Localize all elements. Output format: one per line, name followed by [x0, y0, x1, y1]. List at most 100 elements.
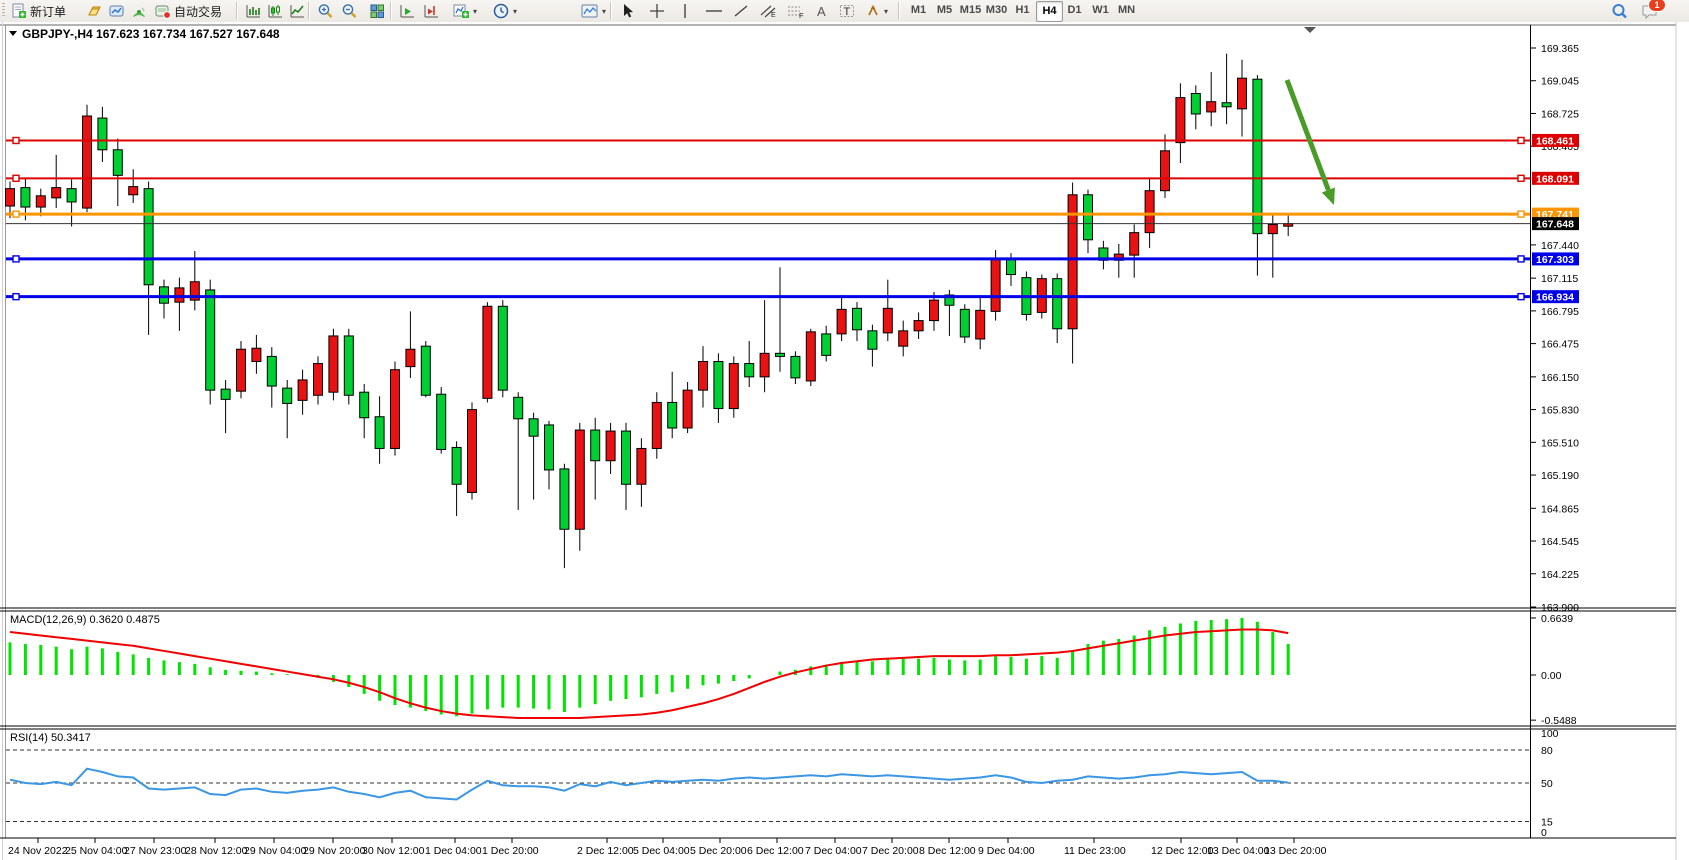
time-axis-label: 29 Nov 20:00 — [303, 845, 366, 857]
timeframe-m5[interactable]: M5 — [936, 4, 953, 16]
price-badge — [1532, 252, 1579, 266]
toolbar-separator — [898, 2, 900, 19]
fibonacci-tool-button[interactable]: F — [784, 1, 808, 21]
time-axis-label: 13 Dec 20:00 — [1264, 845, 1327, 857]
candle-bull — [1175, 97, 1186, 144]
autotrading-button[interactable]: 自动交易 — [152, 1, 225, 21]
candle-bull — [929, 299, 939, 322]
bar-chart-button[interactable] — [242, 1, 265, 21]
price-tick-label: 166.475 — [1541, 339, 1579, 351]
candle-bear — [544, 424, 554, 471]
profile-button[interactable] — [106, 1, 128, 21]
candle-bear — [159, 286, 169, 304]
zoom-in-button[interactable] — [314, 1, 337, 21]
candle-bull — [35, 195, 46, 208]
time-axis-label: 27 Nov 23:00 — [124, 845, 187, 857]
timeframe-h4[interactable]: H4 — [1036, 1, 1063, 22]
timeframe-m15[interactable]: M15 — [959, 4, 982, 16]
line-handle[interactable] — [1517, 255, 1525, 263]
dropdown-caret: ▾ — [513, 6, 518, 16]
candlestick-chart-button[interactable] — [264, 1, 287, 21]
candle-bull — [328, 335, 339, 393]
timeframe-mn[interactable]: MN — [1117, 4, 1136, 16]
candle-bear — [436, 393, 447, 450]
label-tool-button[interactable]: T — [836, 1, 859, 21]
market-button[interactable] — [84, 1, 106, 21]
symbol-dropdown-icon[interactable] — [9, 31, 17, 36]
candle-bear — [667, 401, 678, 429]
down-arrow-head[interactable] — [1321, 187, 1335, 205]
price-badge — [1532, 217, 1579, 231]
chart-background — [0, 22, 1689, 860]
bar-chart-icon — [246, 5, 260, 18]
line-handle[interactable] — [1517, 136, 1525, 145]
new-order-label: 新订单 — [30, 4, 67, 19]
candle-bear — [143, 188, 154, 286]
candle-bear — [744, 363, 755, 378]
candle-bull — [1160, 150, 1170, 192]
timeframe-w1[interactable]: W1 — [1092, 4, 1109, 16]
periods-button[interactable]: ▾ — [490, 1, 520, 21]
line-handle[interactable] — [12, 174, 20, 183]
time-axis-label: 24 Nov 2022 — [8, 845, 68, 857]
candle-bull — [698, 361, 708, 391]
line-handle[interactable] — [12, 210, 20, 218]
candle-bear — [713, 361, 724, 410]
vertical-line-tool-button[interactable] — [676, 1, 694, 21]
timeframe-m30[interactable]: M30 — [985, 4, 1008, 16]
horizontal-line-tool-button[interactable] — [702, 1, 726, 21]
auto-scroll-button[interactable] — [396, 1, 419, 21]
timeframe-h1[interactable]: H1 — [1015, 4, 1030, 16]
svg-text:A: A — [817, 4, 826, 19]
price-badge-label: 167.303 — [1536, 254, 1574, 266]
candle-bull — [1129, 232, 1140, 256]
templates-button[interactable]: ▾ — [578, 1, 609, 21]
line-handle[interactable] — [1517, 292, 1525, 301]
macd-axis-label: 0.00 — [1541, 670, 1562, 682]
toolbar-grip[interactable] — [2, 3, 5, 18]
down-arrow-annotation[interactable] — [1284, 79, 1331, 191]
line-handle[interactable] — [12, 292, 20, 301]
timeframe-d1[interactable]: D1 — [1067, 4, 1082, 16]
line-handle[interactable] — [1517, 174, 1525, 183]
chart-shift-button[interactable] — [420, 1, 443, 21]
timeframe-m1[interactable]: M1 — [910, 4, 927, 16]
tile-windows-button[interactable] — [366, 1, 389, 21]
svg-text:F: F — [799, 11, 804, 19]
candle-bear — [1052, 278, 1063, 330]
arrows-tool-button[interactable]: ▾ — [862, 1, 891, 21]
candle-bear — [497, 305, 508, 391]
vertical-line-icon — [684, 4, 686, 18]
search-button[interactable] — [1608, 1, 1631, 21]
channel-tool-button[interactable]: E — [756, 1, 780, 21]
candle-bull — [605, 430, 616, 462]
line-handle[interactable] — [12, 255, 20, 263]
candle-bull — [898, 330, 909, 347]
price-tick-label: 164.225 — [1541, 569, 1579, 581]
zoom-out-button[interactable] — [338, 1, 361, 21]
crosshair-tool-button[interactable] — [646, 1, 668, 21]
price-tick-label: 169.045 — [1541, 76, 1579, 88]
time-axis-label: 29 Nov 04:00 — [244, 845, 307, 857]
line-chart-button[interactable] — [286, 1, 309, 21]
line-handle[interactable] — [12, 136, 20, 145]
indicators-button[interactable]: ▾ — [450, 1, 480, 21]
signals-button[interactable] — [128, 1, 150, 21]
line-handle[interactable] — [1517, 210, 1525, 218]
candle-bull — [128, 186, 139, 196]
candle-bear — [1006, 257, 1016, 276]
time-axis-label: 2 Dec 12:00 — [577, 845, 634, 857]
candle-bull — [913, 320, 924, 332]
cursor-tool-button[interactable] — [618, 1, 638, 21]
new-order-button[interactable]: 新订单 — [8, 1, 69, 21]
fibonacci-icon: F — [788, 6, 804, 19]
candle-bull — [805, 331, 816, 382]
chart-shift-marker[interactable] — [1304, 27, 1316, 33]
trendline-tool-button[interactable] — [730, 1, 752, 21]
notifications-button[interactable]: 1 — [1638, 0, 1666, 21]
text-tool-button[interactable]: A — [812, 1, 832, 21]
candle-bull — [51, 187, 62, 199]
candle-bear — [343, 335, 354, 396]
time-axis-label: 12 Dec 12:00 — [1151, 845, 1214, 857]
candle-bull — [236, 348, 246, 392]
